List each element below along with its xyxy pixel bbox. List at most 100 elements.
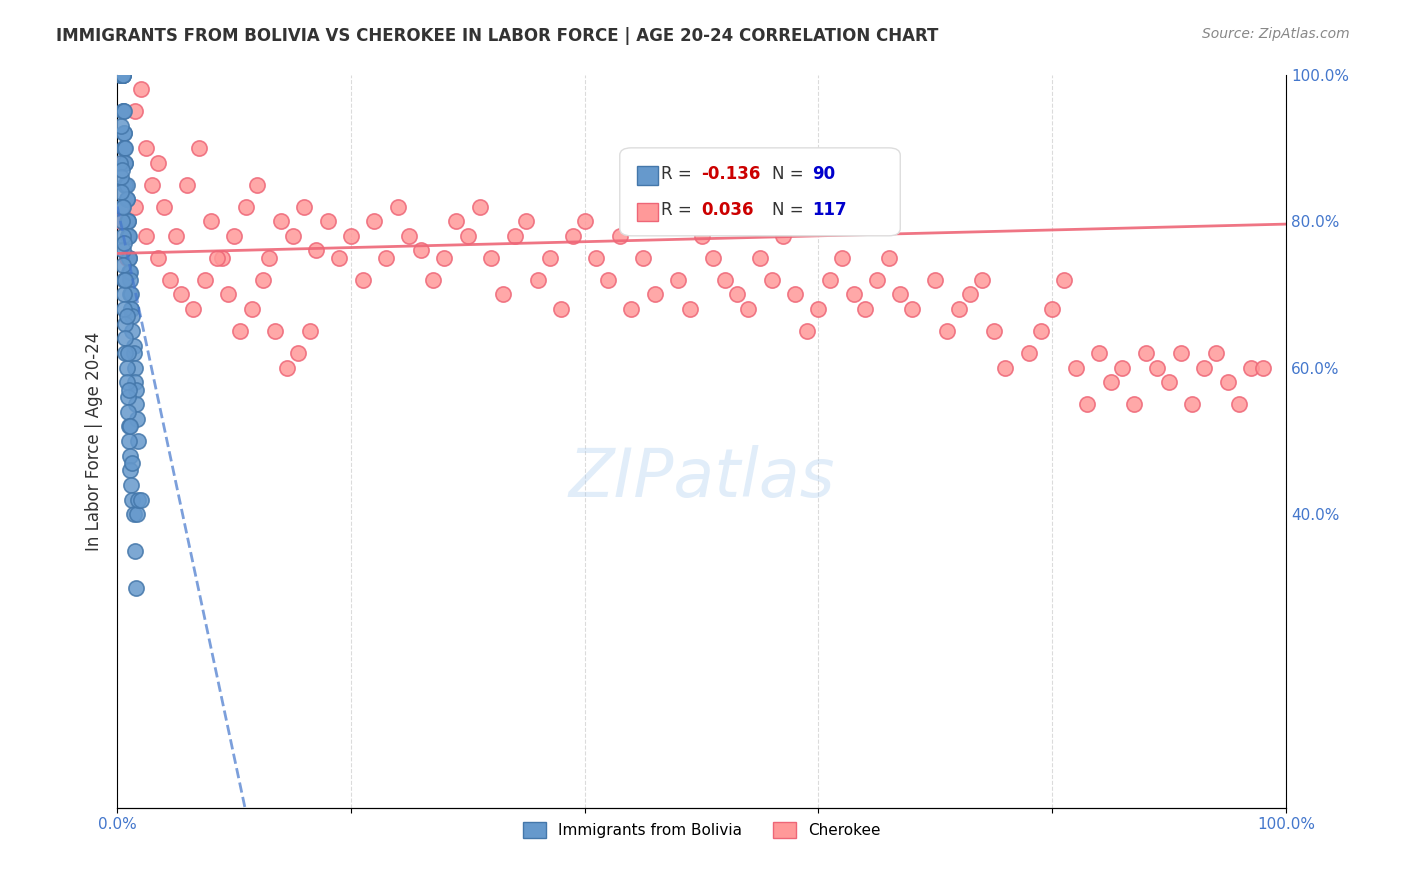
Point xyxy=(112,273,135,287)
Point xyxy=(112,104,135,119)
Point xyxy=(585,251,607,265)
Point xyxy=(108,214,131,228)
Point xyxy=(146,251,169,265)
Point xyxy=(112,236,135,251)
Point xyxy=(170,287,193,301)
Point xyxy=(111,214,134,228)
Point xyxy=(761,273,783,287)
Point xyxy=(1099,376,1122,390)
Point xyxy=(352,273,374,287)
Point xyxy=(1181,397,1204,411)
Point xyxy=(118,419,141,434)
Point xyxy=(120,287,142,301)
Point xyxy=(124,104,146,119)
Point xyxy=(135,141,157,155)
Point xyxy=(117,346,139,360)
Point xyxy=(737,302,759,317)
Point xyxy=(229,324,252,338)
Point xyxy=(121,324,143,338)
Point xyxy=(1251,360,1274,375)
Point xyxy=(1135,346,1157,360)
Point xyxy=(125,581,148,595)
Point xyxy=(1216,376,1239,390)
Point xyxy=(110,68,132,82)
FancyBboxPatch shape xyxy=(637,202,658,221)
Point xyxy=(1076,397,1098,411)
Point xyxy=(690,228,713,243)
Point xyxy=(115,214,138,228)
Point xyxy=(124,360,146,375)
Point xyxy=(457,228,479,243)
Point xyxy=(122,346,145,360)
Point xyxy=(901,302,924,317)
Point xyxy=(124,544,146,558)
Point xyxy=(305,244,328,258)
Point xyxy=(176,178,198,192)
Point xyxy=(398,228,420,243)
Point xyxy=(111,68,134,82)
Point xyxy=(117,405,139,419)
Point xyxy=(115,310,138,324)
Point xyxy=(122,508,145,522)
Point xyxy=(1123,397,1146,411)
Point xyxy=(111,162,134,177)
Point xyxy=(124,376,146,390)
Point xyxy=(118,434,141,449)
Point xyxy=(252,273,274,287)
Point xyxy=(818,273,841,287)
Point xyxy=(468,200,491,214)
Point xyxy=(433,251,456,265)
Point xyxy=(110,68,132,82)
Point xyxy=(125,397,148,411)
Point xyxy=(112,228,135,243)
Point xyxy=(114,346,136,360)
Point xyxy=(118,287,141,301)
Legend: Immigrants from Bolivia, Cherokee: Immigrants from Bolivia, Cherokee xyxy=(517,816,886,844)
Point xyxy=(110,119,132,133)
Text: 90: 90 xyxy=(813,164,835,183)
Point xyxy=(110,170,132,185)
Point xyxy=(889,287,911,301)
Point xyxy=(112,244,135,258)
Point xyxy=(118,449,141,463)
Point xyxy=(112,126,135,140)
Text: -0.136: -0.136 xyxy=(702,164,761,183)
Text: R =: R = xyxy=(661,164,696,183)
Point xyxy=(276,360,298,375)
Point xyxy=(1111,360,1133,375)
Text: 117: 117 xyxy=(813,202,848,219)
Point xyxy=(340,228,363,243)
Point xyxy=(120,478,142,492)
Point xyxy=(479,251,502,265)
Point xyxy=(114,317,136,331)
Point xyxy=(194,273,217,287)
Point xyxy=(1018,346,1040,360)
Point xyxy=(114,331,136,345)
Point xyxy=(807,302,830,317)
Point xyxy=(620,302,643,317)
Point xyxy=(1064,360,1087,375)
Point xyxy=(112,68,135,82)
Point xyxy=(121,456,143,470)
Point xyxy=(1146,360,1168,375)
Point xyxy=(114,155,136,169)
FancyBboxPatch shape xyxy=(620,148,900,235)
Text: ZIPatlas: ZIPatlas xyxy=(568,445,835,511)
Point xyxy=(118,273,141,287)
Point xyxy=(114,273,136,287)
Point xyxy=(117,228,139,243)
Point xyxy=(118,251,141,265)
Point xyxy=(165,228,187,243)
Point xyxy=(124,200,146,214)
Point xyxy=(200,214,222,228)
Point xyxy=(114,178,136,192)
Text: 0.036: 0.036 xyxy=(702,202,754,219)
Point xyxy=(120,302,142,317)
Point xyxy=(112,302,135,317)
Point xyxy=(110,185,132,199)
Point xyxy=(328,251,350,265)
Point xyxy=(994,360,1017,375)
Point xyxy=(112,200,135,214)
Point xyxy=(363,214,385,228)
Point xyxy=(135,228,157,243)
